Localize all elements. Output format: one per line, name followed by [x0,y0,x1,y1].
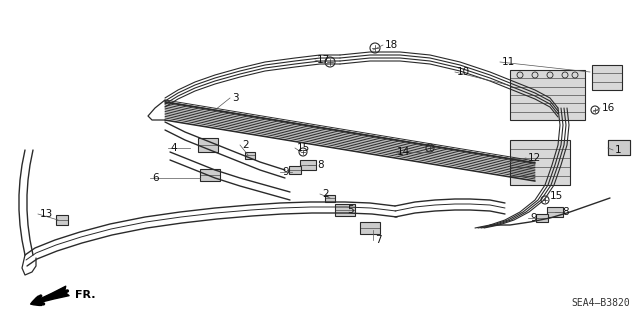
Bar [300,160,316,170]
Text: 10: 10 [457,67,470,77]
Text: 12: 12 [528,153,541,163]
Bar [289,166,301,174]
Bar [510,140,570,185]
Text: 11: 11 [502,57,515,67]
Bar [200,169,220,181]
Text: 1: 1 [615,145,621,155]
Text: 18: 18 [385,40,398,50]
Bar [325,195,335,202]
Text: 9: 9 [282,167,289,177]
Text: 4: 4 [170,143,177,153]
Text: 2: 2 [322,189,328,199]
Text: 6: 6 [152,173,159,183]
Text: 15: 15 [550,191,563,201]
Text: 5: 5 [347,205,354,215]
Bar [198,138,218,152]
Text: SEA4–B3820: SEA4–B3820 [572,298,630,308]
Bar [536,214,548,222]
Bar [360,222,380,234]
Text: 13: 13 [40,209,53,219]
Text: 15: 15 [297,143,310,153]
Bar [547,207,563,217]
Bar [56,215,68,225]
Bar [245,152,255,159]
Text: 7: 7 [375,235,381,245]
Text: 3: 3 [232,93,239,103]
Bar [510,70,585,120]
Polygon shape [608,140,630,155]
Text: 16: 16 [602,103,615,113]
Text: 14: 14 [397,147,410,157]
Bar [335,204,355,216]
Bar [592,65,622,90]
Text: 8: 8 [317,160,324,170]
Text: 8: 8 [562,207,568,217]
Text: 9: 9 [530,213,536,223]
Text: FR.: FR. [75,290,95,300]
Text: 2: 2 [242,140,248,150]
Text: 17: 17 [317,55,330,65]
